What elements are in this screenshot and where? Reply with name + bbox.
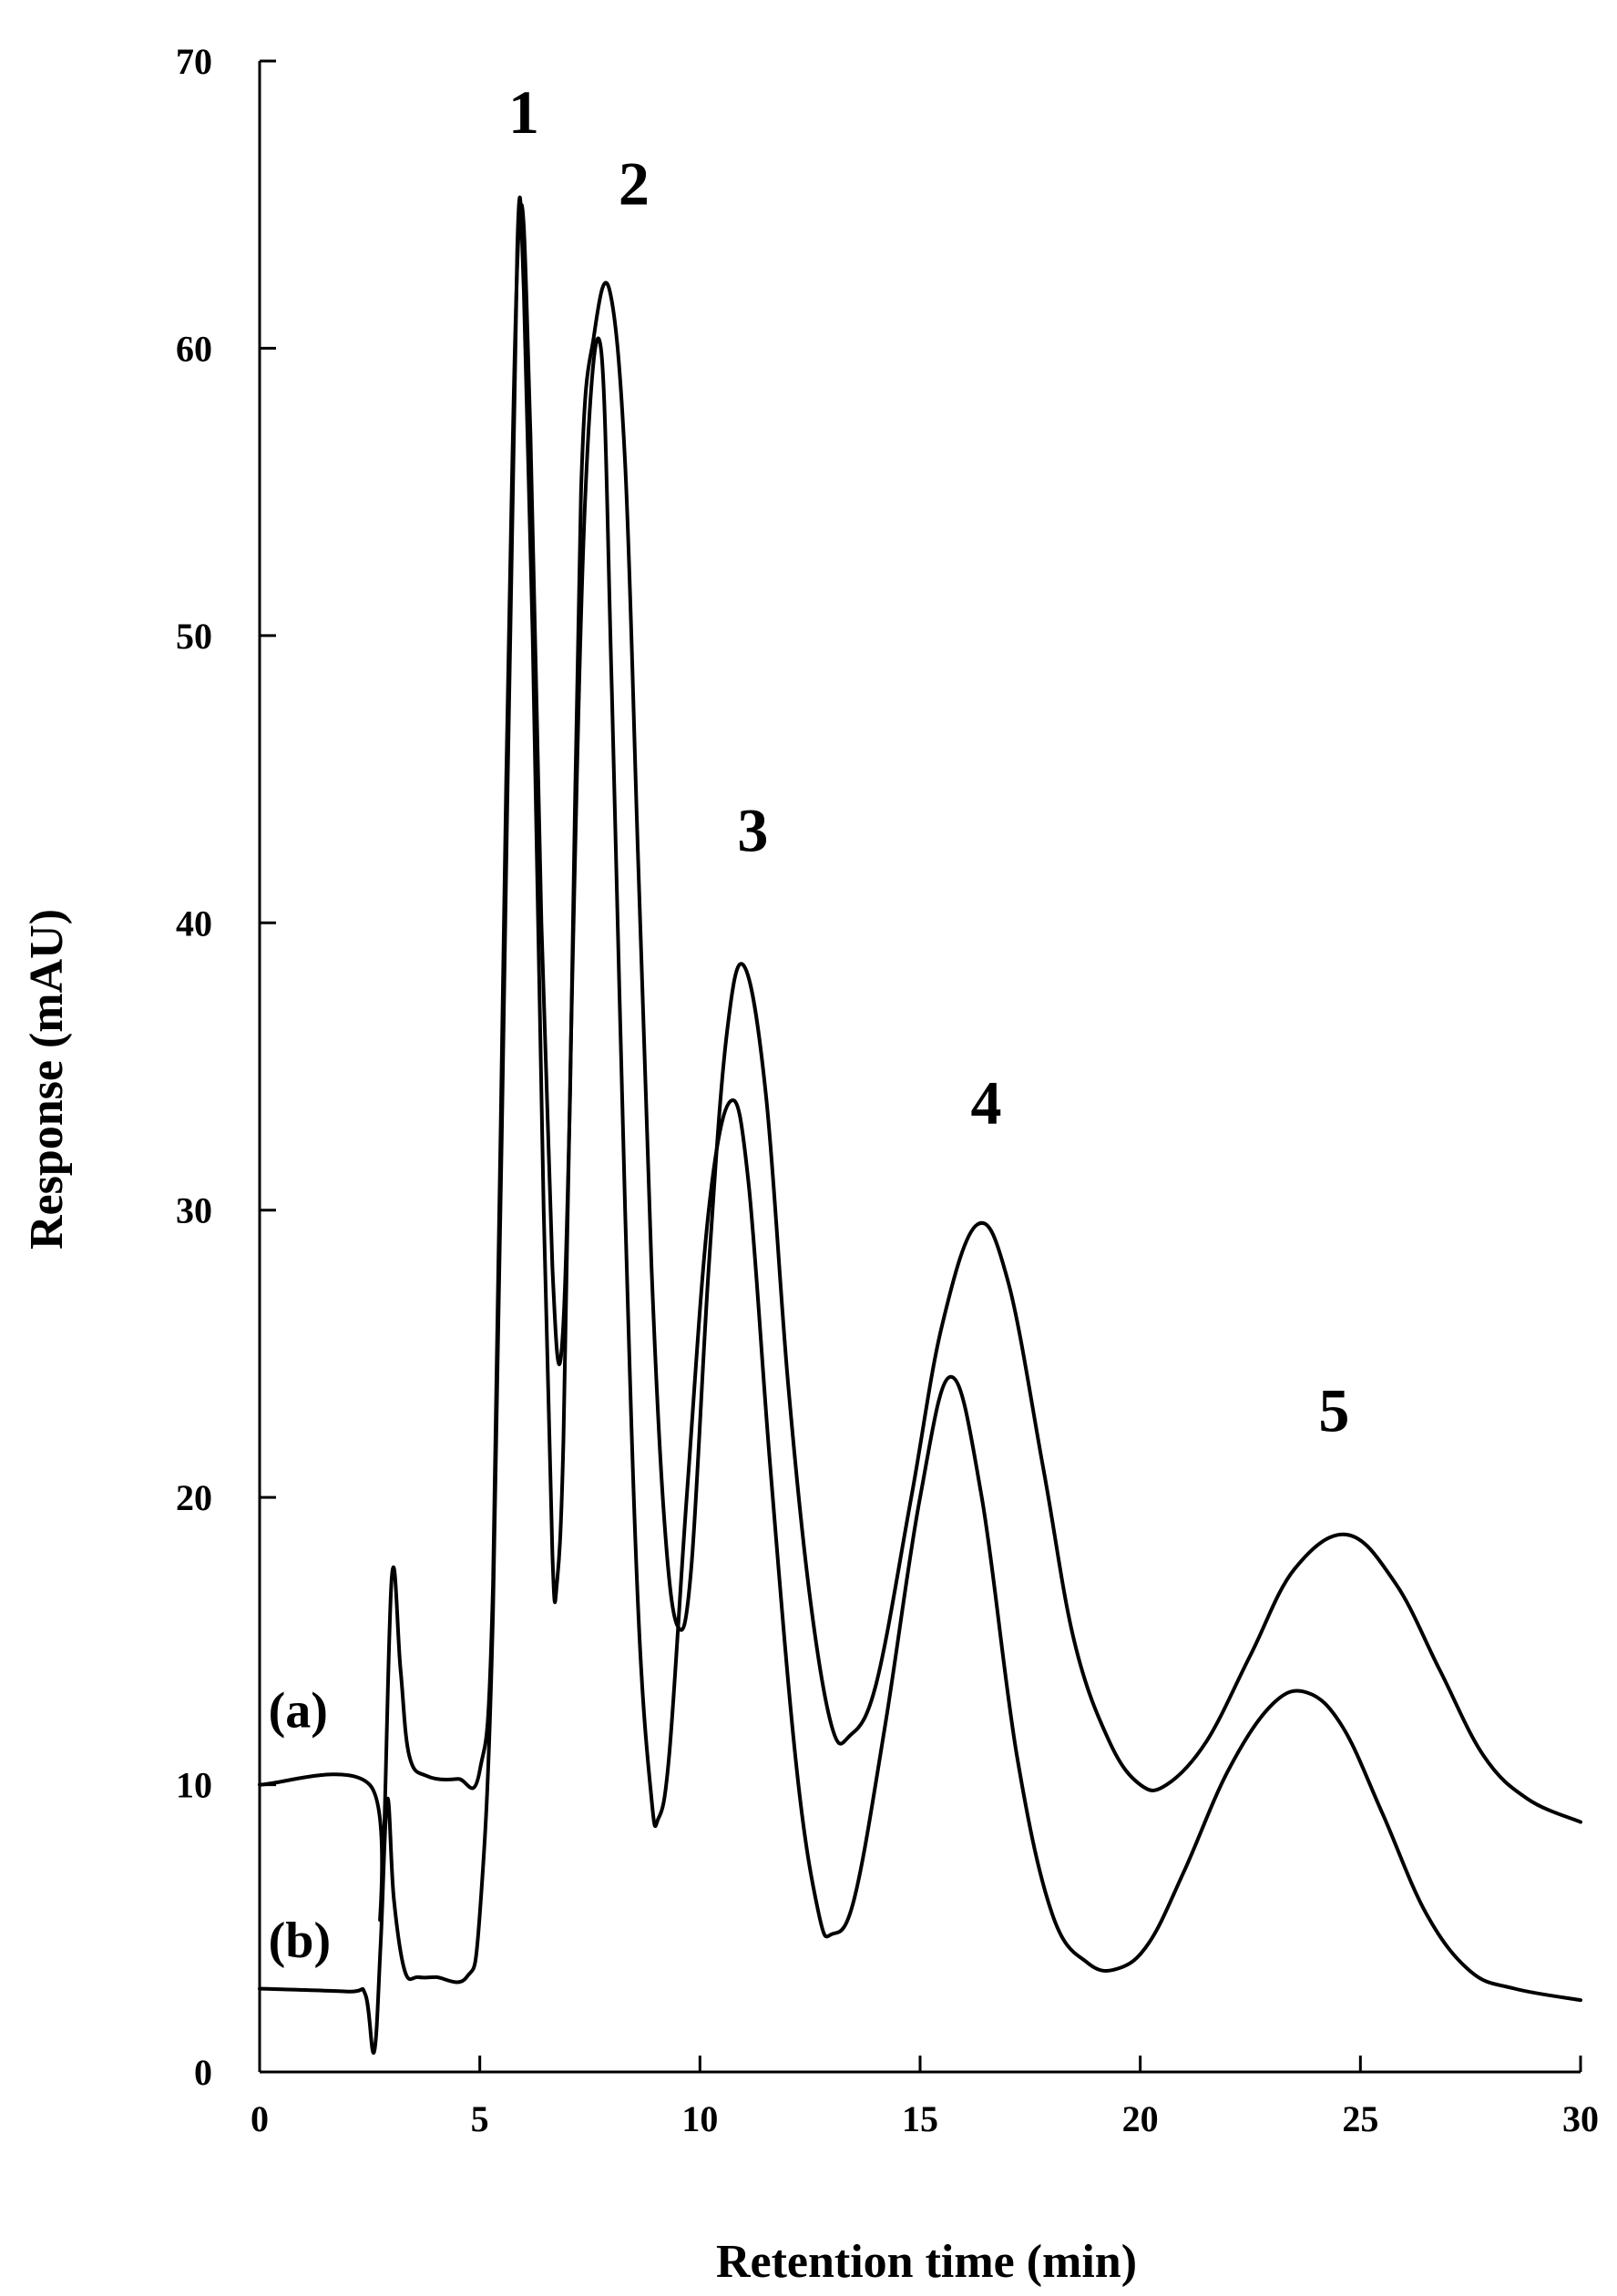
y-tick-label: 50 [176,616,212,657]
x-tick-label: 30 [1562,2098,1599,2139]
y-axis-ticks: 0 10 20 30 40 50 60 70 [176,41,276,2093]
y-tick-label: 30 [176,1190,212,1231]
series-line-b [258,195,1582,2055]
y-tick-label: 0 [194,2052,212,2093]
y-tick-label: 70 [176,41,212,82]
y-axis-title: Response (mAU) [21,909,73,1250]
y-tick-label: 20 [176,1477,212,1518]
y-tick-label: 60 [176,328,212,369]
series-label-b: (b) [269,1913,331,1969]
x-tick-label: 15 [902,2098,938,2139]
series-lines [258,195,1582,2055]
peak-labels: 1 2 3 4 5 [508,77,1349,1445]
x-tick-label: 0 [251,2098,269,2139]
x-tick-label: 20 [1122,2098,1159,2139]
x-tick-label: 10 [681,2098,718,2139]
peak-label-4: 4 [971,1068,1002,1138]
series-labels: (a) (b) [269,1682,331,1968]
x-tick-label: 25 [1342,2098,1378,2139]
plot-area: 0 5 10 15 20 25 30 0 10 20 30 40 50 60 70 1 2 3 4 5 (a) (b… [176,41,1599,2139]
x-axis-ticks: 0 5 10 15 20 25 30 [251,2056,1599,2139]
y-tick-label: 10 [176,1765,212,1806]
x-tick-label: 5 [471,2098,489,2139]
y-tick-label: 40 [176,903,212,944]
series-label-a: (a) [269,1682,328,1739]
x-axis-title: Retention time (min) [716,2236,1137,2288]
peak-label-3: 3 [737,795,768,864]
peak-label-5: 5 [1318,1376,1349,1445]
peak-label-2: 2 [619,149,650,219]
peak-label-1: 1 [508,77,539,147]
